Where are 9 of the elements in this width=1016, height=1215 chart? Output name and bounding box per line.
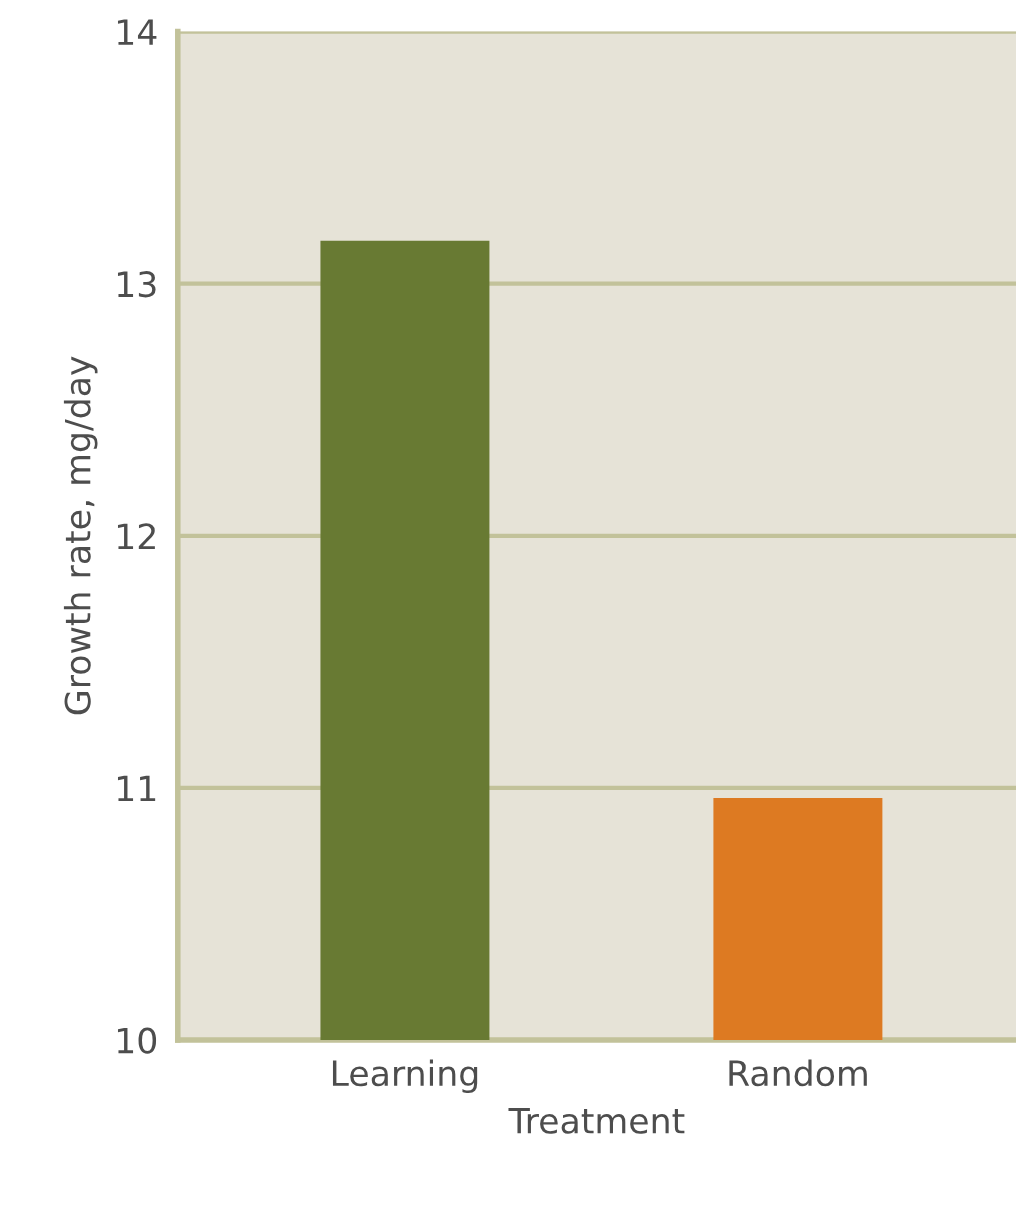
y-axis-title: Growth rate, mg/day — [63, 356, 98, 715]
y-tick-label: 14 — [117, 19, 157, 45]
x-tick-label: Random — [729, 1059, 867, 1087]
x-axis-title: Treatment — [508, 1108, 685, 1134]
y-tick-label: 12 — [117, 523, 155, 550]
y-tick-label: 11 — [117, 775, 156, 802]
x-tick-label: Learning — [332, 1059, 478, 1094]
y-tick-label: 10 — [117, 1027, 157, 1054]
y-tick-label: 13 — [117, 271, 156, 298]
